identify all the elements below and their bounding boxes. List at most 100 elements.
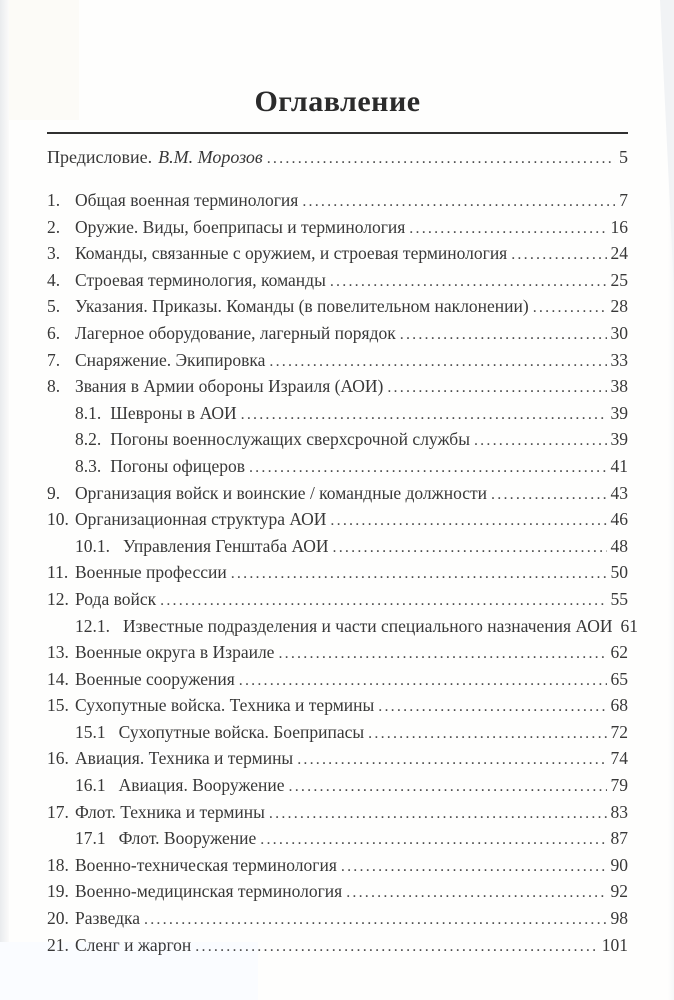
dot-leader xyxy=(249,454,607,481)
toc-row: 10. Организационная структура АОИ 46 xyxy=(47,507,628,534)
toc-row: 8. Звания в Армии обороны Израиля (АОИ) … xyxy=(47,374,628,401)
toc-content: Оглавление Предисловие. В.М. Морозов 5 1… xyxy=(0,0,674,959)
toc-entry-number: 7. xyxy=(47,349,61,370)
toc-entry-page: 33 xyxy=(610,349,629,370)
toc-entry-page: 28 xyxy=(610,296,629,317)
toc-entry-title: Погоны офицеров xyxy=(110,455,245,476)
page-left-edge-shadow xyxy=(0,0,9,1000)
toc-entry-page: 92 xyxy=(610,881,629,902)
toc-row: 12.1. Известные подразделения и части сп… xyxy=(47,614,638,641)
toc-row: 8.2. Погоны военнослужащих сверхсрочной … xyxy=(47,427,628,454)
toc-entry-number: 10. xyxy=(47,509,69,530)
toc-entry-page: 72 xyxy=(610,721,629,742)
toc-entry-number: 1. xyxy=(47,190,61,210)
toc-row: 12. Рода войск 55 xyxy=(47,587,628,614)
dot-leader xyxy=(341,853,607,880)
toc-entry-number: 13. xyxy=(47,642,69,663)
toc-entry-number: 15.1 xyxy=(75,721,106,742)
toc-entry-page: 98 xyxy=(610,908,629,929)
toc-entry-page: 62 xyxy=(610,642,629,663)
toc-row: 9. Организация войск и воинские / команд… xyxy=(47,481,628,508)
preface-author: В.М. Морозов xyxy=(158,147,263,167)
toc-row: 6. Лагерное оборудование, лагерный поряд… xyxy=(47,321,628,348)
toc-entry-title: Рода войск xyxy=(75,588,157,609)
dot-leader xyxy=(346,879,606,906)
toc-entry-number: 8. xyxy=(47,376,61,397)
dot-leader xyxy=(195,933,597,960)
toc-entry-title: Военно-медицинская терминология xyxy=(75,881,343,902)
toc-entry-title: Авиация. Техника и термины xyxy=(75,748,294,769)
toc-entry-number: 4. xyxy=(47,269,61,290)
toc-entry-title: Военные профессии xyxy=(75,562,227,583)
toc-entry-number: 21. xyxy=(47,934,69,955)
dot-leader xyxy=(400,321,607,348)
toc-entry-page: 30 xyxy=(610,322,629,343)
toc-entry-number: 16.1 xyxy=(75,775,106,796)
toc-entry-page: 55 xyxy=(610,588,629,609)
toc-row: 19. Военно-медицинская терминология 92 xyxy=(47,879,628,906)
dot-leader xyxy=(144,906,606,933)
toc-entry-number: 15. xyxy=(47,695,69,716)
preface-page-number: 5 xyxy=(619,147,628,167)
toc-entry-title: Военные сооружения xyxy=(75,668,235,689)
toc-entry-title: Сухопутные войска. Техника и термины xyxy=(75,695,375,716)
toc-entry-title: Указания. Приказы. Команды (в повелитель… xyxy=(75,296,529,317)
toc-entry-number: 20. xyxy=(47,908,69,929)
toc-entry-title: Военные округа в Израиле xyxy=(75,642,275,663)
toc-row: 14. Военные сооружения 65 xyxy=(47,667,628,694)
toc-entry-title: Сухопутные войска. Боеприпасы xyxy=(118,721,365,742)
toc-row: 16.1 Авиация. Вооружение 79 xyxy=(47,773,628,800)
dot-leader xyxy=(269,800,607,827)
toc-entry-page: 16 xyxy=(610,216,629,237)
toc-entry-page: 41 xyxy=(610,455,629,476)
dot-leader xyxy=(260,826,606,853)
toc-entry-number: 12.1. xyxy=(75,615,110,636)
toc-entry-page: 46 xyxy=(610,509,629,530)
toc-entry-page: 43 xyxy=(610,482,629,503)
toc-row: 16. Авиация. Техника и термины 74 xyxy=(47,746,628,773)
toc-entry-title: Сленг и жаргон xyxy=(75,934,192,955)
toc-entry-number: 19. xyxy=(47,881,69,902)
toc-entry-title: Строевая терминология, команды xyxy=(75,269,326,290)
dot-leader xyxy=(330,507,606,534)
toc-row: 4. Строевая терминология, команды 25 xyxy=(47,268,628,295)
toc-entry-number: 2. xyxy=(47,216,61,237)
toc-row: 17.1 Флот. Вооружение 87 xyxy=(47,826,628,853)
toc-entry-page: 48 xyxy=(610,535,629,556)
toc-entry-number: 17. xyxy=(47,801,69,822)
toc-entry-number: 8.1. xyxy=(75,402,102,423)
toc-preface-row: Предисловие. В.М. Морозов 5 xyxy=(47,144,628,172)
toc-entry-number: 17.1 xyxy=(75,828,106,849)
dot-leader xyxy=(297,746,606,773)
dot-leader xyxy=(302,188,615,215)
toc-entry-page: 7 xyxy=(619,190,628,210)
dot-leader xyxy=(278,640,606,667)
toc-entry-number: 12. xyxy=(47,588,69,609)
dot-leader xyxy=(269,348,606,375)
toc-entry-page: 83 xyxy=(610,801,629,822)
toc-entry-title: Погоны военнослужащих сверхсрочной служб… xyxy=(110,429,470,450)
toc-entry-page: 39 xyxy=(610,429,629,450)
toc-entry-number: 18. xyxy=(47,854,69,875)
toc-entry-page: 38 xyxy=(610,376,629,397)
toc-row: 21. Сленг и жаргон 101 xyxy=(47,933,628,960)
toc-row: 17. Флот. Техника и термины 83 xyxy=(47,800,628,827)
page-right-edge-shadow xyxy=(668,0,674,1000)
toc-entry-title: Военно-техническая терминология xyxy=(75,854,337,875)
toc-entry-title: Разведка xyxy=(75,908,141,929)
dot-leader xyxy=(241,401,607,428)
toc-entry-page: 25 xyxy=(610,269,629,290)
dot-leader xyxy=(333,534,607,561)
toc-entry-title: Организационная структура АОИ xyxy=(75,509,327,530)
toc-entry-title: Управления Генштаба АОИ xyxy=(123,535,329,556)
dot-leader xyxy=(387,374,606,401)
toc-entry-title: Лагерное оборудование, лагерный порядок xyxy=(75,322,396,343)
dot-leader xyxy=(491,481,606,508)
toc-entry-page: 24 xyxy=(610,243,629,264)
toc-row: 15. Сухопутные войска. Техника и термины… xyxy=(47,693,628,720)
preface-label: Предисловие. xyxy=(47,147,153,167)
dot-leader xyxy=(474,427,607,454)
toc-entry-number: 10.1. xyxy=(75,535,110,556)
dot-leader xyxy=(330,268,607,295)
dot-leader xyxy=(267,144,615,172)
